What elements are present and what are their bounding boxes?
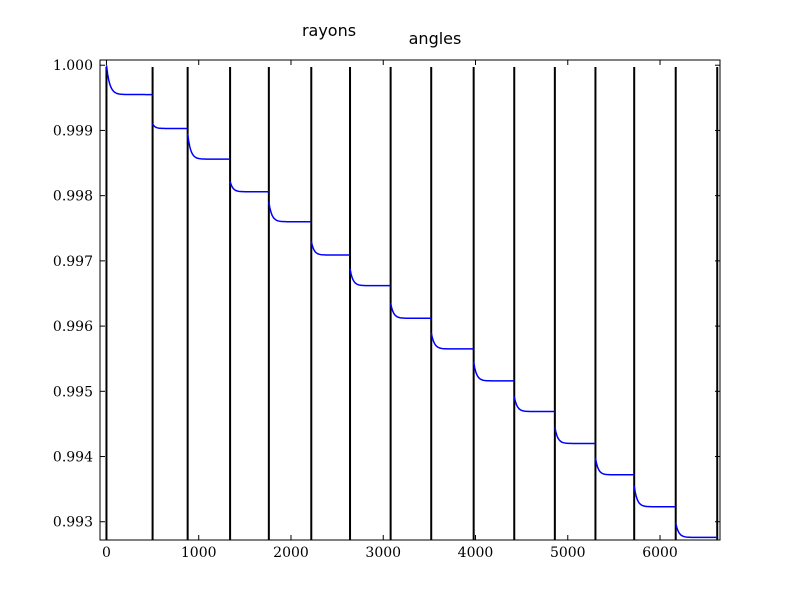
series-0-segment-6 [349, 268, 391, 287]
x-tick-label-5: 5000 [550, 545, 586, 561]
x-tick-label-0: 0 [102, 545, 111, 561]
label-rayons: rayons [302, 21, 356, 40]
x-tick-label-1: 1000 [181, 545, 217, 561]
series-0-segment-7 [389, 303, 432, 320]
series-0-segment-1 [151, 123, 188, 130]
x-tick-label-4: 4000 [458, 545, 494, 561]
series-0-segment-2 [186, 133, 231, 160]
series-0-segment-8 [430, 332, 474, 350]
series-group [105, 65, 718, 539]
series-0-segment-5 [310, 241, 351, 256]
y-tick-label-1: 0.994 [53, 450, 93, 466]
series-0-segment-9 [472, 361, 515, 382]
series-0-segment-3 [229, 181, 269, 193]
x-tick-label-3: 3000 [365, 545, 401, 561]
plot-frame [99, 59, 721, 541]
label-angles: angles [409, 29, 462, 48]
y-tick-label-2: 0.995 [53, 384, 93, 400]
y-tick-label-7: 1.000 [53, 58, 93, 74]
y-tick-label-6: 0.999 [53, 123, 93, 139]
series-0-segment-13 [633, 485, 676, 508]
vertical-lines [105, 67, 719, 540]
y-tick-label-3: 0.996 [53, 319, 93, 335]
series-0-segment-10 [513, 396, 555, 413]
series-0-segment-14 [674, 522, 718, 539]
x-tick-label-6: 6000 [642, 545, 678, 561]
y-tick-label-5: 0.998 [53, 189, 93, 205]
series-0-segment-12 [594, 457, 635, 476]
ticks-group: 0 1000 2000 3000 4000 5000 6000 0.993 0.994 0.995… [53, 58, 720, 561]
series-0-segment-11 [554, 427, 596, 445]
y-tick-label-0: 0.993 [53, 515, 93, 531]
y-tick-label-4: 0.997 [53, 254, 93, 270]
x-tick-label-2: 2000 [273, 545, 309, 561]
series-0-segment-4 [268, 202, 312, 223]
series-0-segment-0 [105, 65, 153, 96]
